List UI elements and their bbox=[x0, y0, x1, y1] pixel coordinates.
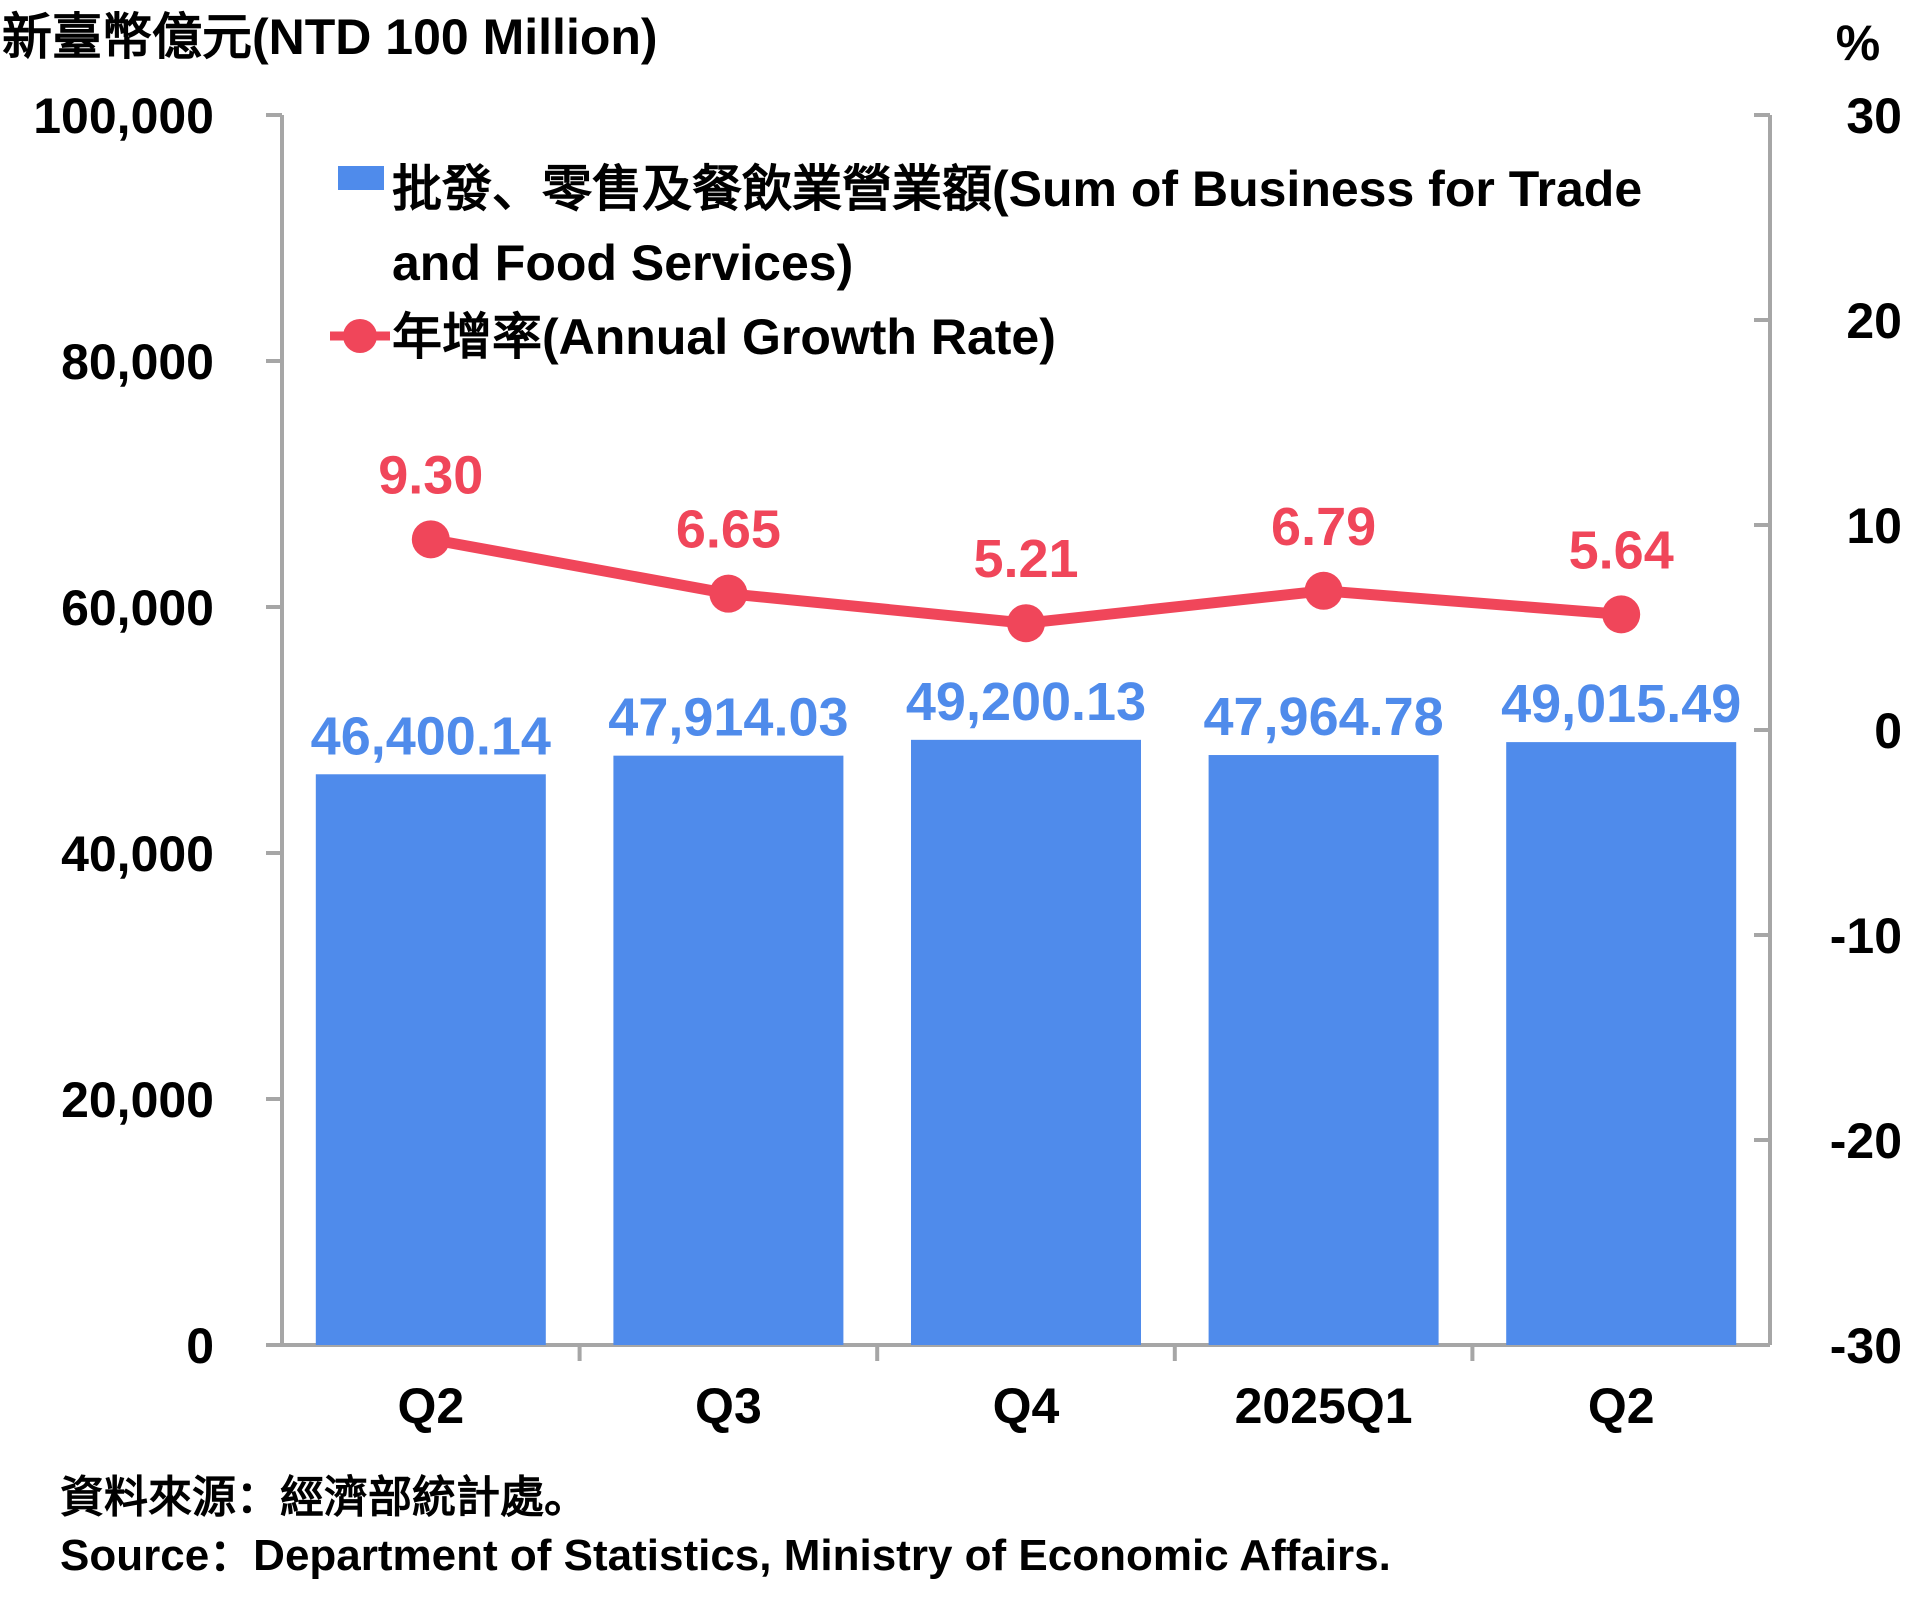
bar bbox=[1506, 742, 1737, 1345]
source-zh: 資料來源：經濟部統計處。 bbox=[60, 1473, 588, 1522]
bar-value-label: 49,015.49 bbox=[1501, 674, 1741, 734]
left-tick-label: 20,000 bbox=[61, 1072, 214, 1128]
data-labels: 46,400.14 47,914.03 49,200.13 47,964.78 49,0… bbox=[311, 445, 1742, 766]
x-tick-label: 2025Q1 bbox=[1235, 1378, 1413, 1434]
legend-line-label: 年增率(Annual Growth Rate) bbox=[392, 309, 1056, 365]
left-axis-unit: 新臺幣億元(NTD 100 Million) bbox=[2, 9, 658, 65]
left-tick-label: 100,000 bbox=[33, 88, 214, 144]
x-tick-label: Q4 bbox=[993, 1378, 1060, 1434]
legend-bar-label-line2: and Food Services) bbox=[392, 235, 853, 291]
bar-value-label: 46,400.14 bbox=[311, 706, 551, 766]
bar bbox=[911, 739, 1141, 1345]
bar bbox=[613, 755, 844, 1345]
left-tick-label: 40,000 bbox=[61, 826, 214, 882]
bar bbox=[1208, 755, 1439, 1345]
left-tick-label: 60,000 bbox=[61, 580, 214, 636]
right-tick-label: -20 bbox=[1830, 1113, 1902, 1169]
right-tick-label: 10 bbox=[1846, 498, 1902, 554]
right-axis-unit: % bbox=[1836, 15, 1880, 71]
right-tick-label: -30 bbox=[1830, 1318, 1902, 1374]
bar-value-label: 49,200.13 bbox=[906, 672, 1146, 732]
growth-value-label: 9.30 bbox=[378, 445, 483, 505]
right-tick-label: 30 bbox=[1846, 88, 1902, 144]
growth-point bbox=[1304, 571, 1343, 610]
legend: 批發、零售及餐飲業營業額(Sum of Business for Trade a… bbox=[330, 161, 1642, 365]
axes: 0 20,000 40,000 60,000 80,000 100,000 -30 -20 -1… bbox=[33, 88, 1902, 1434]
legend-bar-label-line1: 批發、零售及餐飲業營業額(Sum of Business for Trade bbox=[392, 161, 1642, 217]
bar-value-label: 47,914.03 bbox=[608, 688, 848, 748]
x-tick-label: Q2 bbox=[397, 1378, 464, 1434]
growth-point bbox=[1007, 604, 1045, 643]
x-tick-label: Q2 bbox=[1588, 1378, 1655, 1434]
growth-value-label: 6.79 bbox=[1271, 497, 1376, 557]
x-tick-label: Q3 bbox=[695, 1378, 762, 1434]
right-tick-label: 0 bbox=[1874, 703, 1902, 759]
growth-point bbox=[1602, 595, 1641, 634]
growth-point bbox=[411, 520, 450, 559]
bar bbox=[315, 774, 546, 1345]
legend-swatch-marker bbox=[343, 319, 377, 353]
bar-series bbox=[315, 739, 1737, 1345]
source-en: Source：Department of Statistics, Ministr… bbox=[60, 1531, 1391, 1580]
growth-value-label: 5.21 bbox=[973, 529, 1078, 589]
growth-value-label: 5.64 bbox=[1569, 520, 1674, 580]
growth-value-label: 6.65 bbox=[676, 500, 781, 560]
right-tick-label: -10 bbox=[1830, 908, 1902, 964]
growth-point bbox=[709, 574, 748, 613]
legend-swatch-bar bbox=[338, 166, 384, 190]
growth-line-series bbox=[411, 520, 1641, 643]
bar-value-label: 47,964.78 bbox=[1203, 687, 1443, 747]
left-tick-label: 0 bbox=[186, 1318, 214, 1374]
left-tick-label: 80,000 bbox=[61, 334, 214, 390]
right-tick-label: 20 bbox=[1846, 293, 1902, 349]
